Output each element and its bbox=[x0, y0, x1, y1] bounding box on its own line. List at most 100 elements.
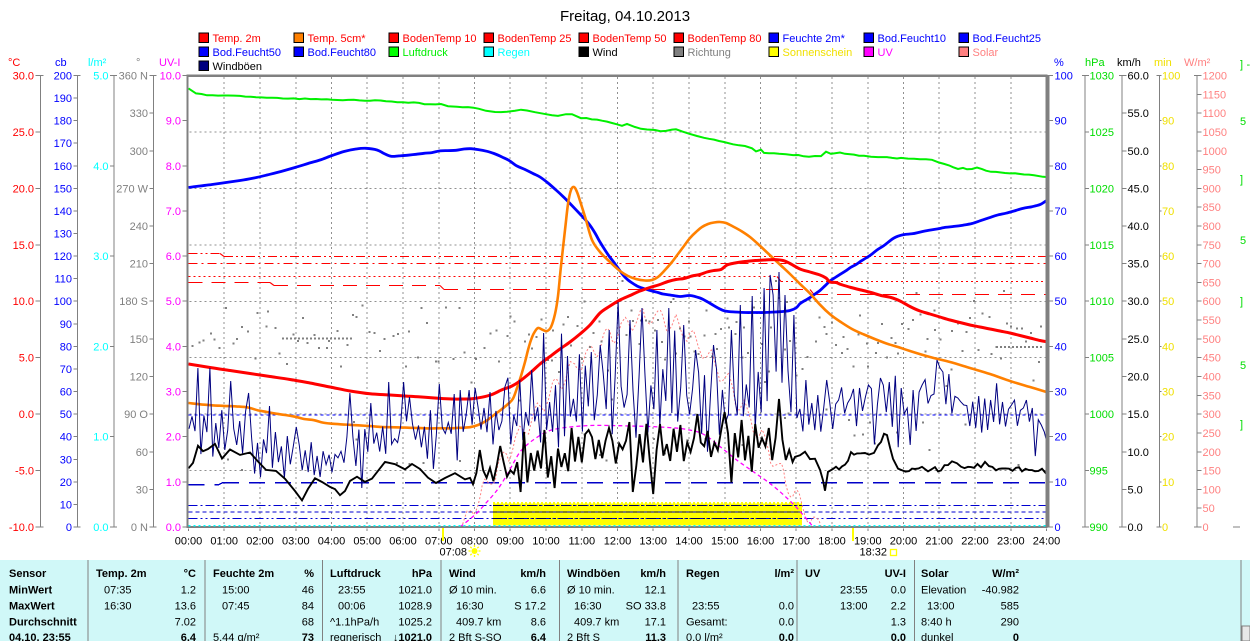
svg-text:210: 210 bbox=[130, 259, 148, 271]
svg-text:1050: 1050 bbox=[1203, 127, 1227, 139]
svg-text:120: 120 bbox=[130, 372, 148, 384]
svg-text:22:00: 22:00 bbox=[961, 536, 989, 548]
svg-text:1150: 1150 bbox=[1203, 89, 1227, 101]
svg-text:140: 140 bbox=[54, 206, 72, 218]
svg-text:30: 30 bbox=[1162, 387, 1174, 399]
svg-text:SO 33.8: SO 33.8 bbox=[626, 601, 666, 613]
svg-text:80: 80 bbox=[1162, 161, 1174, 173]
svg-text:0.0: 0.0 bbox=[93, 522, 108, 534]
svg-text:100: 100 bbox=[54, 296, 72, 308]
svg-text:2.2: 2.2 bbox=[891, 601, 906, 613]
svg-text:Solar: Solar bbox=[921, 568, 949, 580]
svg-text:40: 40 bbox=[60, 432, 72, 444]
svg-text:16:30: 16:30 bbox=[574, 601, 602, 613]
svg-text:cb: cb bbox=[55, 57, 67, 69]
svg-text:°C: °C bbox=[184, 568, 196, 580]
svg-text:1025: 1025 bbox=[1090, 127, 1114, 139]
svg-text:409.7 km: 409.7 km bbox=[574, 617, 619, 629]
svg-text:6.4: 6.4 bbox=[181, 632, 197, 641]
svg-text:1020: 1020 bbox=[1090, 183, 1114, 195]
svg-text:4.0: 4.0 bbox=[93, 161, 108, 173]
svg-text:10:00: 10:00 bbox=[532, 536, 560, 548]
svg-text:2.0: 2.0 bbox=[93, 341, 108, 353]
svg-text:Regen: Regen bbox=[498, 47, 530, 59]
svg-text:5.0: 5.0 bbox=[1128, 484, 1143, 496]
svg-text:]: ] bbox=[1240, 174, 1243, 186]
svg-text:6.6: 6.6 bbox=[531, 585, 546, 597]
svg-text:l/m²: l/m² bbox=[774, 568, 794, 580]
svg-text:50: 50 bbox=[60, 409, 72, 421]
svg-text:84: 84 bbox=[302, 601, 314, 613]
svg-text:-10.0: -10.0 bbox=[9, 522, 34, 534]
svg-text:30.0: 30.0 bbox=[1128, 296, 1149, 308]
svg-text:17.1: 17.1 bbox=[645, 617, 666, 629]
svg-text:km/h: km/h bbox=[640, 568, 666, 580]
svg-text:330: 330 bbox=[130, 108, 148, 120]
svg-text:Sonnenschein: Sonnenschein bbox=[783, 47, 853, 59]
svg-text:Windböen: Windböen bbox=[213, 61, 263, 73]
svg-text:1200: 1200 bbox=[1203, 71, 1227, 83]
svg-text:Bod.Feucht80: Bod.Feucht80 bbox=[308, 47, 377, 59]
svg-text:UV: UV bbox=[878, 47, 894, 59]
svg-text:07:45: 07:45 bbox=[222, 601, 250, 613]
svg-text:5.0: 5.0 bbox=[166, 296, 181, 308]
svg-text:100: 100 bbox=[1055, 71, 1073, 83]
svg-text:5: 5 bbox=[1240, 235, 1246, 247]
svg-text:40: 40 bbox=[1055, 341, 1067, 353]
svg-text:Bod.Feucht25: Bod.Feucht25 bbox=[973, 33, 1042, 45]
svg-text:100: 100 bbox=[1162, 71, 1180, 83]
svg-text:0: 0 bbox=[1162, 522, 1168, 534]
svg-text:0.0: 0.0 bbox=[1128, 522, 1143, 534]
svg-text:7.0: 7.0 bbox=[166, 206, 181, 218]
svg-text:90 O: 90 O bbox=[124, 409, 148, 421]
svg-text:40.0: 40.0 bbox=[1128, 221, 1149, 233]
svg-text:30: 30 bbox=[136, 484, 148, 496]
svg-text:0.0: 0.0 bbox=[779, 617, 794, 629]
svg-text:0.0: 0.0 bbox=[19, 409, 34, 421]
svg-text:11:00: 11:00 bbox=[568, 536, 595, 548]
svg-text:700: 700 bbox=[1203, 259, 1221, 271]
svg-text:Temp. 2m: Temp. 2m bbox=[96, 568, 147, 580]
svg-text:-: - bbox=[1247, 59, 1250, 71]
svg-text:Gesamt:: Gesamt: bbox=[686, 617, 728, 629]
svg-text:2 Bft S: 2 Bft S bbox=[567, 632, 600, 641]
svg-text:70: 70 bbox=[1055, 206, 1067, 218]
svg-text:regnerisch: regnerisch bbox=[330, 632, 381, 641]
svg-text:15.0: 15.0 bbox=[13, 240, 34, 252]
svg-text:1030: 1030 bbox=[1090, 71, 1114, 83]
svg-text:18:00: 18:00 bbox=[818, 536, 846, 548]
svg-text:hPa: hPa bbox=[1085, 57, 1105, 69]
svg-text:50: 50 bbox=[1055, 296, 1067, 308]
svg-text:BodenTemp 25: BodenTemp 25 bbox=[498, 33, 572, 45]
svg-text:1.3: 1.3 bbox=[891, 617, 906, 629]
svg-text:10.0: 10.0 bbox=[1128, 447, 1149, 459]
svg-text:23:55: 23:55 bbox=[692, 601, 720, 613]
svg-text:7.02: 7.02 bbox=[175, 617, 196, 629]
svg-text:UV-I: UV-I bbox=[885, 568, 906, 580]
svg-text:5: 5 bbox=[1240, 116, 1246, 128]
svg-text:50.0: 50.0 bbox=[1128, 146, 1149, 158]
svg-text:13:00: 13:00 bbox=[639, 536, 667, 548]
svg-text:0: 0 bbox=[1013, 632, 1019, 641]
svg-text:]: ] bbox=[1240, 296, 1243, 308]
svg-text:6.4: 6.4 bbox=[531, 632, 547, 641]
svg-text:950: 950 bbox=[1203, 165, 1221, 177]
svg-text:03:00: 03:00 bbox=[282, 536, 310, 548]
svg-text:25.0: 25.0 bbox=[1128, 334, 1149, 346]
svg-text:12.1: 12.1 bbox=[645, 585, 666, 597]
svg-text:180: 180 bbox=[54, 116, 72, 128]
svg-text:19:00: 19:00 bbox=[854, 536, 882, 548]
svg-text:25.0: 25.0 bbox=[13, 127, 34, 139]
svg-text:90: 90 bbox=[60, 319, 72, 331]
svg-text:20.0: 20.0 bbox=[1128, 372, 1149, 384]
svg-text:30.0: 30.0 bbox=[13, 71, 34, 83]
svg-text:Ø 10 min.: Ø 10 min. bbox=[449, 585, 497, 597]
svg-text:UV: UV bbox=[805, 568, 821, 580]
svg-text:Bod.Feucht10: Bod.Feucht10 bbox=[878, 33, 947, 45]
svg-text:21:00: 21:00 bbox=[925, 536, 953, 548]
svg-text:15:00: 15:00 bbox=[711, 536, 739, 548]
svg-text:0.0: 0.0 bbox=[779, 632, 794, 641]
svg-text:70: 70 bbox=[1162, 206, 1174, 218]
svg-text:6.0: 6.0 bbox=[166, 251, 181, 263]
svg-text:60: 60 bbox=[1162, 251, 1174, 263]
